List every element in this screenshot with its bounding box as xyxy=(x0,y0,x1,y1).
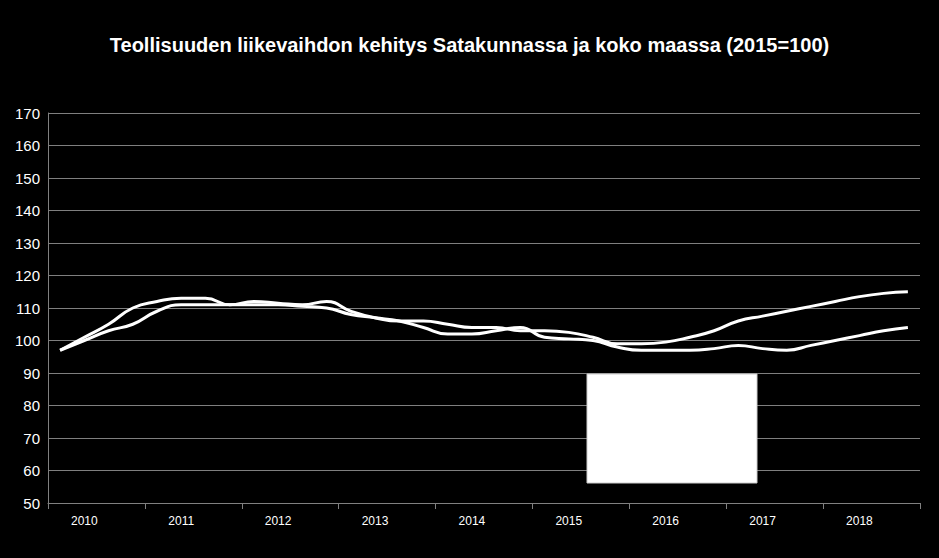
svg-text:90: 90 xyxy=(23,365,40,382)
svg-text:80: 80 xyxy=(23,397,40,414)
svg-text:2015: 2015 xyxy=(555,514,582,528)
svg-text:170: 170 xyxy=(15,105,40,122)
svg-text:100: 100 xyxy=(15,332,40,349)
svg-text:70: 70 xyxy=(23,430,40,447)
svg-text:130: 130 xyxy=(15,235,40,252)
svg-text:2013: 2013 xyxy=(362,514,389,528)
svg-text:140: 140 xyxy=(15,202,40,219)
svg-text:60: 60 xyxy=(23,462,40,479)
svg-text:2016: 2016 xyxy=(652,514,679,528)
svg-text:2014: 2014 xyxy=(459,514,486,528)
svg-text:150: 150 xyxy=(15,170,40,187)
svg-text:120: 120 xyxy=(15,267,40,284)
svg-text:2011: 2011 xyxy=(168,514,194,528)
svg-text:50: 50 xyxy=(23,495,40,512)
svg-text:Teollisuuden liikevaihdon kehi: Teollisuuden liikevaihdon kehitys Sataku… xyxy=(110,34,829,56)
svg-text:110: 110 xyxy=(16,300,40,317)
svg-text:160: 160 xyxy=(15,137,40,154)
svg-text:2018: 2018 xyxy=(846,514,873,528)
svg-text:2010: 2010 xyxy=(71,514,98,528)
svg-text:2012: 2012 xyxy=(265,514,292,528)
svg-text:2017: 2017 xyxy=(749,514,776,528)
